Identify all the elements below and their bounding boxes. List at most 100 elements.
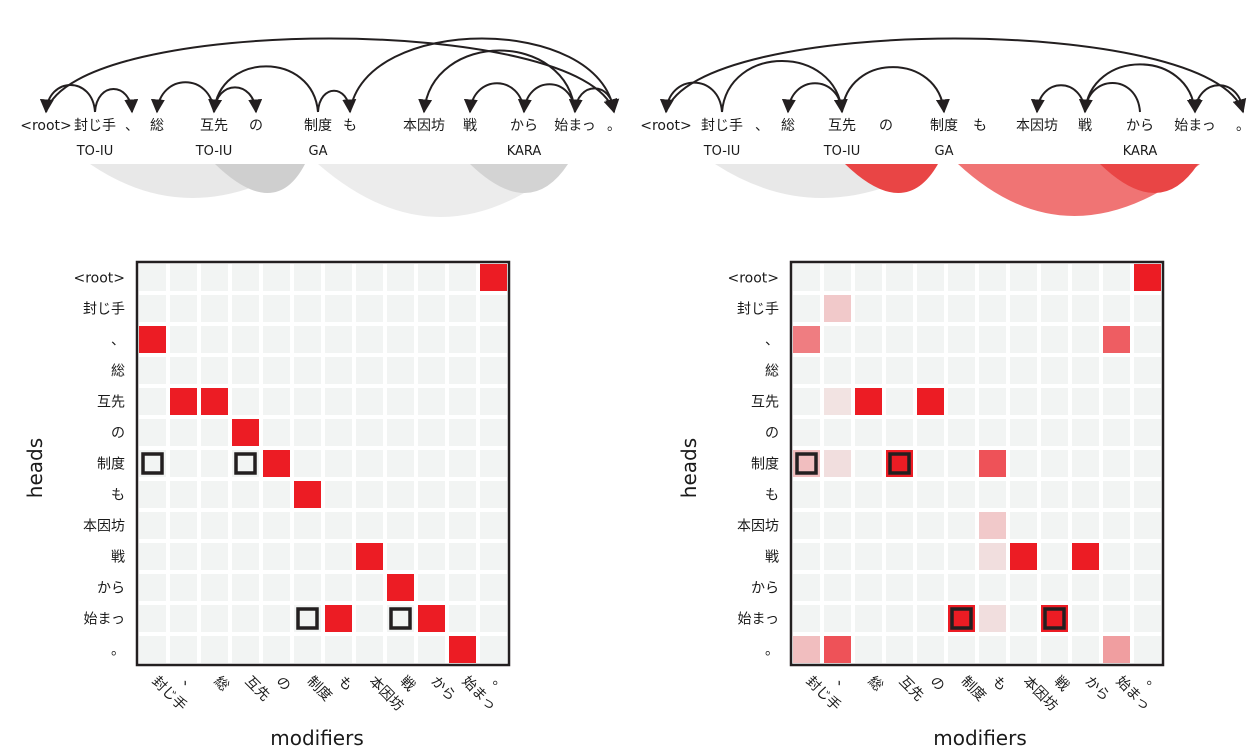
right-heatmap-cell-empty (1103, 264, 1130, 291)
left-heatmap-cell-empty (356, 574, 383, 601)
left-heatmap-cell-empty (201, 450, 228, 477)
left-heatmap-cell-empty (170, 326, 197, 353)
right-heatmap-cell-empty (824, 512, 851, 539)
left-row-label: 封じ手 (83, 302, 125, 318)
left-heatmap-cell-empty (387, 636, 414, 663)
right-token-tag: TO-IU (823, 144, 861, 159)
right-heatmap-cell-empty (1010, 512, 1037, 539)
left-heatmap-cell-empty (449, 388, 476, 415)
left-heatmap-cell-empty (418, 574, 445, 601)
right-col-label: の (927, 673, 948, 694)
right-heatmap-cell-empty (793, 264, 820, 291)
left-row-label: 戦 (111, 550, 125, 566)
left-col-label: から (428, 673, 459, 704)
left-heatmap-cell-empty (325, 388, 352, 415)
right-heatmap-cell-empty (1010, 605, 1037, 632)
left-heatmap-cell-empty (263, 605, 290, 632)
left-heatmap-cell-empty (139, 357, 166, 384)
left-heatmap-cell-empty (418, 450, 445, 477)
right-heatmap-cell-empty (793, 543, 820, 570)
right-heatmap-cell-empty (886, 357, 913, 384)
left-heatmap-cell-empty (480, 326, 507, 353)
right-heatmap-cell-empty (1134, 543, 1161, 570)
left-heatmap-cell-empty (325, 636, 352, 663)
right-row-label: 互先 (751, 395, 779, 411)
left-token: の (249, 118, 263, 134)
right-col-label: 、 (834, 673, 855, 694)
left-heatmap-cell-empty (356, 605, 383, 632)
right-sentence: <root> 封じ手、総互先の制度も本因坊戦から 始まっ。 (640, 118, 1250, 134)
right-heatmap-cell-empty (917, 543, 944, 570)
left-heatmap-cell-empty (232, 605, 259, 632)
left-heatmap-cell-empty (201, 295, 228, 322)
left-heatmap-cell-empty (232, 388, 259, 415)
right-heatmap-cell-empty (1103, 419, 1130, 446)
right-panel: <root> 封じ手、総互先の制度も本因坊戦から 始まっ。 TO-IU TO-IU GA… (640, 39, 1250, 751)
left-heatmap-cell-empty (263, 388, 290, 415)
left-heatmap-cell-empty (449, 512, 476, 539)
right-heatmap-cell-empty (1134, 481, 1161, 508)
left-heatmap-cell (263, 450, 290, 477)
right-heatmap-cell-empty (1072, 574, 1099, 601)
left-heatmap-cell-empty (325, 543, 352, 570)
right-col-label: 始まっ (1113, 673, 1154, 714)
left-heatmap-cell (139, 326, 166, 353)
right-row-label: 始まっ (738, 612, 779, 628)
right-heatmap-cell-empty (917, 295, 944, 322)
left-heatmap-cell (232, 419, 259, 446)
right-row-label: 、 (765, 333, 779, 349)
left-heatmap-cell-empty (356, 326, 383, 353)
left-col-label: 、 (180, 673, 201, 694)
left-token: 。 (607, 118, 621, 134)
right-heatmap-cell (917, 388, 944, 415)
left-col-label: 制度 (304, 673, 335, 704)
left-heatmap-cell-empty (139, 543, 166, 570)
left-heatmap-cell-empty (170, 605, 197, 632)
left-heatmap-cell-empty (418, 357, 445, 384)
right-heatmap-cell-empty (1010, 574, 1037, 601)
right-heatmap-cell-empty (1010, 481, 1037, 508)
left-arc (46, 39, 614, 113)
left-heatmap-cell-empty (139, 574, 166, 601)
right-token: <root> (640, 118, 692, 134)
right-heatmap-cell (979, 543, 1006, 570)
left-heatmap-cell (480, 264, 507, 291)
right-heatmap-cell (793, 636, 820, 663)
left-heatmap-cell-empty (263, 326, 290, 353)
right-arc (1085, 64, 1195, 112)
right-heatmap-cell-empty (855, 357, 882, 384)
right-heatmap-cell-empty (1103, 605, 1130, 632)
left-heatmap-cell-empty (201, 481, 228, 508)
left-heatmap-cell-empty (325, 264, 352, 291)
left-arc (424, 51, 575, 112)
right-heatmap-cell-empty (824, 264, 851, 291)
left-row-label: 、 (111, 333, 125, 349)
right-heatmap-cell-empty (948, 450, 975, 477)
right-heatmap-cell-empty (1010, 264, 1037, 291)
left-heatmap-cell-empty (170, 450, 197, 477)
right-heatmap-cell-empty (855, 512, 882, 539)
right-token-tag: TO-IU (703, 144, 741, 159)
right-heatmap-cell-empty (886, 388, 913, 415)
right-heatmap-cell (824, 388, 851, 415)
right-heatmap-cell-empty (1072, 512, 1099, 539)
right-heatmap-cell-empty (948, 419, 975, 446)
left-heatmap-cell-empty (294, 357, 321, 384)
right-heatmap-cell-empty (886, 574, 913, 601)
left-heatmap-cell (356, 543, 383, 570)
right-heatmap-cell-empty (824, 543, 851, 570)
left-heatmap-cell (325, 605, 352, 632)
left-heatmap-cell-empty (325, 450, 352, 477)
left-token-tag: TO-IU (195, 144, 233, 159)
right-heatmap-cell-empty (1072, 605, 1099, 632)
left-heatmap-cell-empty (232, 295, 259, 322)
right-heatmap-cell-empty (886, 481, 913, 508)
right-heatmap-cell-empty (1010, 326, 1037, 353)
left-heatmap-cell-empty (170, 481, 197, 508)
right-heatmap-cell-empty (1103, 543, 1130, 570)
right-col-label: 互先 (896, 673, 927, 704)
left-heatmap-cell-empty (418, 512, 445, 539)
right-heatmap-cell-empty (948, 543, 975, 570)
right-heatmap-cell-empty (855, 481, 882, 508)
right-token: 、 (755, 118, 769, 134)
